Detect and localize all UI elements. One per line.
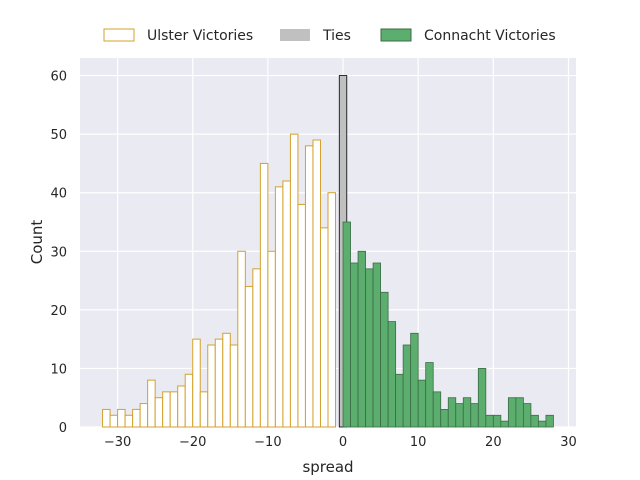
y-tick-label: 60 bbox=[50, 70, 67, 85]
bar-ulster bbox=[184, 373, 194, 428]
legend-swatch-ties bbox=[280, 29, 310, 41]
bar-ulster bbox=[222, 332, 231, 428]
bar-connacht bbox=[477, 368, 487, 428]
bar-ulster bbox=[207, 344, 216, 428]
bar-connacht bbox=[417, 379, 427, 428]
legend-swatch-ulster bbox=[103, 28, 135, 42]
bar-ulster bbox=[312, 139, 321, 428]
bar-connacht bbox=[402, 344, 412, 428]
bar-ulster bbox=[124, 414, 134, 428]
bar-connacht bbox=[492, 414, 502, 428]
x-tick-label: 0 bbox=[339, 435, 347, 450]
y-tick-label: 50 bbox=[50, 128, 67, 143]
legend-label-ties: Ties bbox=[322, 28, 351, 44]
bar-ulster bbox=[192, 338, 201, 428]
y-tick-label: 20 bbox=[50, 304, 67, 319]
legend: Ulster Victories Ties Connacht Victories bbox=[103, 28, 556, 44]
bar-connacht bbox=[470, 403, 479, 428]
bar-ulster bbox=[117, 408, 126, 428]
bar-ulster bbox=[289, 133, 299, 428]
bar-connacht bbox=[440, 409, 449, 428]
bar-connacht bbox=[350, 262, 359, 428]
bar-connacht bbox=[365, 268, 374, 428]
bar-ulster bbox=[132, 408, 141, 428]
bar-connacht bbox=[500, 420, 509, 428]
bar-ulster bbox=[319, 227, 329, 428]
bar-connacht bbox=[410, 332, 419, 428]
bar-ulster bbox=[274, 186, 284, 428]
bar-ulster bbox=[327, 192, 337, 428]
bar-ulster bbox=[237, 250, 246, 428]
bar-ulster bbox=[304, 145, 314, 428]
bars bbox=[102, 75, 554, 428]
bar-connacht bbox=[447, 397, 457, 428]
bar-connacht bbox=[522, 403, 532, 428]
x-tick-label: −30 bbox=[104, 435, 131, 450]
x-tick-label: 30 bbox=[560, 435, 577, 450]
bar-ulster bbox=[214, 338, 224, 428]
x-tick-label: −10 bbox=[254, 435, 281, 450]
bar-ulster bbox=[139, 403, 149, 428]
x-tick-label: −20 bbox=[179, 435, 206, 450]
legend-label-ulster: Ulster Victories bbox=[147, 28, 253, 44]
x-axis-label: spread bbox=[302, 458, 353, 476]
x-tick-label: 20 bbox=[485, 435, 502, 450]
bar-ulster bbox=[199, 391, 209, 428]
bar-ulster bbox=[252, 268, 261, 428]
y-tick-label: 40 bbox=[50, 187, 67, 202]
bar-ulster bbox=[147, 379, 156, 428]
bar-connacht bbox=[342, 221, 351, 428]
legend-swatch-connacht bbox=[380, 28, 412, 42]
bar-ulster bbox=[162, 391, 171, 428]
bar-ulster bbox=[267, 250, 276, 428]
series-ulster-victories bbox=[102, 133, 337, 428]
bar-connacht bbox=[462, 397, 472, 428]
y-tick-label: 10 bbox=[50, 362, 67, 377]
bar-connacht bbox=[515, 397, 524, 428]
y-tick-label: 0 bbox=[59, 421, 67, 436]
bar-connacht bbox=[380, 291, 389, 428]
bar-ulster bbox=[229, 344, 239, 428]
bar-ulster bbox=[102, 408, 111, 428]
x-tick-label: 10 bbox=[410, 435, 427, 450]
bar-connacht bbox=[357, 250, 366, 428]
y-axis-label: Count bbox=[28, 220, 46, 265]
bar-ulster bbox=[297, 203, 306, 428]
bar-connacht bbox=[530, 414, 539, 428]
bar-connacht bbox=[538, 420, 547, 428]
legend-label-connacht: Connacht Victories bbox=[424, 28, 556, 44]
bar-ulster bbox=[282, 180, 291, 428]
y-tick-labels: 0 10 20 30 40 50 60 bbox=[50, 70, 67, 436]
bar-connacht bbox=[395, 373, 404, 428]
bar-ulster bbox=[244, 285, 254, 428]
series-connacht-victories bbox=[342, 221, 554, 428]
bar-connacht bbox=[485, 414, 494, 428]
bar-connacht bbox=[425, 362, 434, 428]
bar-connacht bbox=[372, 262, 382, 428]
bar-ulster bbox=[177, 385, 186, 428]
bar-ulster bbox=[154, 397, 164, 428]
y-tick-label: 30 bbox=[50, 245, 67, 260]
bar-connacht bbox=[432, 391, 442, 428]
bar-ulster bbox=[169, 391, 179, 428]
bar-connacht bbox=[387, 321, 397, 428]
bar-connacht bbox=[455, 403, 464, 428]
bar-ulster bbox=[109, 414, 119, 428]
bar-connacht bbox=[507, 397, 517, 428]
bar-connacht bbox=[545, 414, 554, 428]
x-tick-labels: −30 −20 −10 0 10 20 30 bbox=[104, 435, 577, 450]
bar-ulster bbox=[259, 162, 269, 428]
